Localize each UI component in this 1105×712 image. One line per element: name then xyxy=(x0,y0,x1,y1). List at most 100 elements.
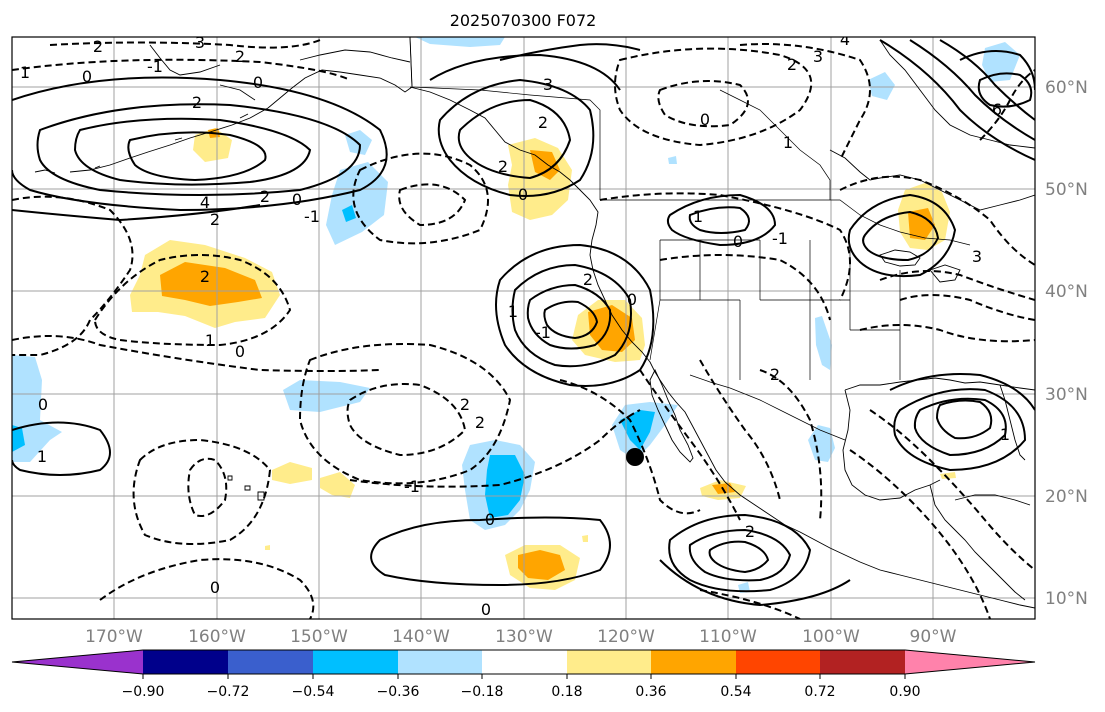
contour-label: 3 xyxy=(972,247,982,266)
contour-label: 2 xyxy=(260,187,270,206)
colorbar-extend-high xyxy=(905,650,1035,674)
contour-label: 0 xyxy=(292,190,302,209)
contour-label: 2 xyxy=(235,47,245,66)
lon-label-150w: 150°W xyxy=(290,627,348,647)
contour-label: 2 xyxy=(460,395,470,414)
contour-label: -1 xyxy=(404,477,420,496)
colorbar-extend-low xyxy=(12,650,143,674)
contour-label: 0 xyxy=(485,510,495,529)
contour-label: -1 xyxy=(147,57,163,76)
station-marker xyxy=(626,448,644,466)
colorbar-tick-label: −0.18 xyxy=(461,684,504,700)
contour-label: 2 xyxy=(200,267,210,286)
contour-labels: 2 3 0 2 1 2 -1 2 0 4 2 -1 2 0 1 0 3 2 0 … xyxy=(20,30,1010,619)
contour-label: 1 xyxy=(20,63,30,82)
contour-label: 2 xyxy=(770,365,780,384)
negative-anomaly-patch xyxy=(485,455,525,518)
contour-label: 0 xyxy=(700,110,710,129)
contour-label: 3 xyxy=(543,75,553,94)
contour-label: 0 xyxy=(481,600,491,619)
map-frame xyxy=(11,36,1036,620)
lat-label-20n: 20°N xyxy=(1045,487,1088,507)
contour-label: 0 xyxy=(210,578,220,597)
lon-label-120w: 120°W xyxy=(597,627,655,647)
contour-label: 0 xyxy=(235,342,245,361)
colorbar-bin xyxy=(313,650,398,674)
negative-anomaly-patch xyxy=(12,425,25,452)
colorbar-bin xyxy=(228,650,313,674)
contour-label: 2 xyxy=(745,522,755,541)
lat-label-50n: 50°N xyxy=(1045,180,1088,200)
colorbar-tick-label: 0.54 xyxy=(720,684,751,700)
colorbar-tick-label: 0.90 xyxy=(889,684,920,700)
longitude-labels: 170°W 160°W 150°W 140°W 130°W 120°W 110°… xyxy=(85,627,957,647)
contour-label: 0 xyxy=(733,232,743,251)
colorbar-tick-label: −0.36 xyxy=(377,684,420,700)
contour-label: 6 xyxy=(992,100,1002,119)
latitude-labels: 60°N 50°N 40°N 30°N 20°N 10°N xyxy=(1045,78,1088,609)
colorbar-tick-label: 0.72 xyxy=(804,684,835,700)
colorbar-tick-label: −0.54 xyxy=(292,684,335,700)
contour-label: 1 xyxy=(205,331,215,350)
lon-label-100w: 100°W xyxy=(802,627,860,647)
positive-anomaly-patch xyxy=(582,535,588,542)
map-area: 2 3 0 2 1 2 -1 2 0 4 2 -1 2 0 1 0 3 2 0 … xyxy=(12,30,1035,619)
colorbar: −0.90 −0.72 −0.54 −0.36 −0.18 0.18 0.36 … xyxy=(11,649,1036,700)
contour-label: 1 xyxy=(508,302,518,321)
contour-label: -1 xyxy=(772,229,788,248)
contour-label: 2 xyxy=(192,93,202,112)
lat-label-30n: 30°N xyxy=(1045,385,1088,405)
colorbar-bin xyxy=(143,650,228,674)
colorbar-bin xyxy=(651,650,736,674)
positive-anomaly-patch xyxy=(518,550,565,580)
contour-label: -1 xyxy=(535,323,551,342)
negative-anomaly-patch xyxy=(415,37,505,47)
lon-label-160w: 160°W xyxy=(188,627,246,647)
contour-label: 2 xyxy=(475,413,485,432)
positive-anomaly-patch xyxy=(193,128,232,162)
contour-label: 3 xyxy=(195,33,205,52)
colorbar-tick-label: 0.36 xyxy=(635,684,666,700)
colorbar-tick-label: −0.72 xyxy=(207,684,250,700)
colorbar-bin xyxy=(820,650,905,674)
negative-anomaly-patch xyxy=(815,316,832,370)
negative-anomaly-patch xyxy=(342,205,356,222)
contour-label: 1 xyxy=(37,447,47,466)
contour-label: 0 xyxy=(253,73,263,92)
contour-label: 0 xyxy=(518,185,528,204)
lon-label-170w: 170°W xyxy=(85,627,143,647)
contour-label: 1 xyxy=(693,207,703,226)
contour-label: 4 xyxy=(200,193,210,212)
positive-anomaly-patch xyxy=(530,150,560,180)
lon-label-90w: 90°W xyxy=(910,627,957,647)
negative-anomaly-patch xyxy=(868,72,895,100)
lat-label-60n: 60°N xyxy=(1045,78,1088,98)
positive-anomaly-patch xyxy=(265,545,270,550)
contour-label: 2 xyxy=(583,270,593,289)
lat-label-10n: 10°N xyxy=(1045,589,1088,609)
positive-anomaly-patch xyxy=(320,472,355,498)
colorbar-tick-label: 0.18 xyxy=(551,684,582,700)
map-title: 2025070300 F072 xyxy=(450,11,597,30)
positive-anomaly-patch xyxy=(908,208,935,240)
contour-label: 4 xyxy=(840,30,850,49)
contour-label: 2 xyxy=(93,37,103,56)
solid-contours xyxy=(12,39,1035,607)
positive-anomaly-patch xyxy=(940,472,956,479)
contour-label: 1 xyxy=(783,133,793,152)
negative-anomaly-patch xyxy=(12,355,62,462)
colorbar-bin xyxy=(482,650,567,674)
contour-label: 2 xyxy=(498,157,508,176)
colorbar-bin xyxy=(736,650,820,674)
contour-label: -1 xyxy=(304,207,320,226)
contour-label: 2 xyxy=(210,210,220,229)
colorbar-bin xyxy=(567,650,651,674)
contour-label: 0 xyxy=(82,67,92,86)
lat-label-40n: 40°N xyxy=(1045,282,1088,302)
contour-label: 1 xyxy=(1000,425,1010,444)
positive-anomaly-patch xyxy=(272,462,312,484)
negative-anomaly-patch xyxy=(668,156,677,164)
contour-label: 2 xyxy=(787,55,797,74)
positive-anomaly-patch xyxy=(160,262,262,306)
